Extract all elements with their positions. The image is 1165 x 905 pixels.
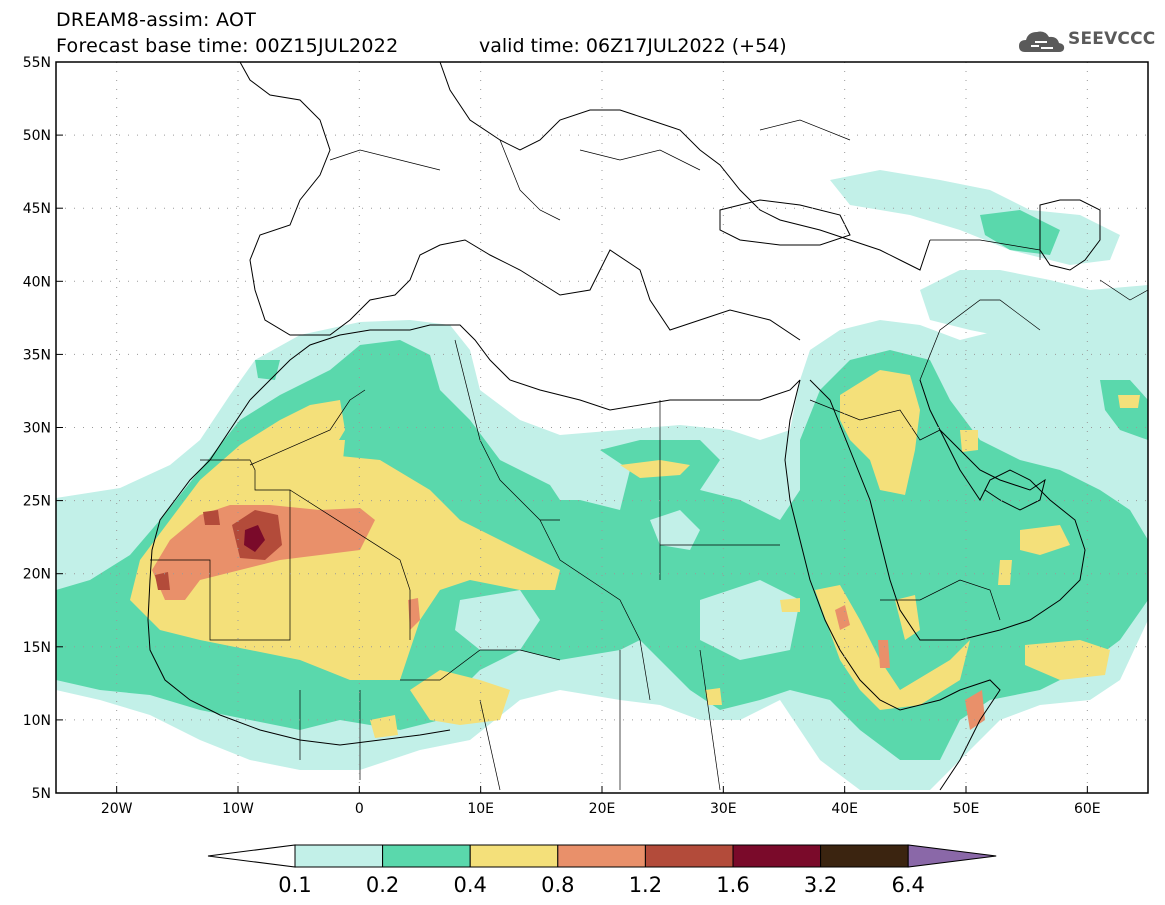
lon-tick-label: 20W	[101, 801, 133, 817]
colorbar-segment	[294, 844, 384, 868]
lon-tick-label: 50E	[953, 801, 980, 817]
gridlines	[56, 62, 1148, 793]
lat-tick-label: 50N	[23, 128, 51, 144]
colorbar-segment	[732, 844, 822, 868]
country-borders	[150, 119, 1148, 791]
colorbar-level-label: 0.4	[453, 873, 487, 897]
colorbar-level-label: 0.8	[541, 873, 575, 897]
map-title: DREAM8-assim: AOT	[56, 9, 257, 31]
base-time-label: Forecast base time: 00Z15JUL2022	[56, 35, 399, 57]
lat-tick-label: 20N	[23, 567, 51, 583]
lat-tick-label: 30N	[23, 421, 51, 437]
colorbar-segment	[557, 844, 646, 868]
lat-tick-label: 45N	[23, 201, 51, 217]
colorbar-level-label: 0.2	[365, 873, 400, 897]
colorbar-segment	[644, 844, 734, 868]
aot-level-0-1-inner	[455, 460, 800, 660]
valid-time-label: valid time: 06Z17JUL2022 (+54)	[479, 35, 787, 57]
lon-tick-label: 60E	[1074, 801, 1101, 817]
lat-ticks: 55N 50N 45N 40N 35N 30N 25N 20N 15N 10N 5N	[23, 55, 63, 802]
lat-tick-label: 35N	[23, 347, 51, 363]
colorbar-level-label: 1.6	[716, 873, 750, 897]
aot-level-1-6	[244, 525, 265, 552]
lon-tick-label: 40E	[831, 801, 858, 817]
cloud-logo-icon	[1019, 31, 1065, 52]
lat-tick-label: 10N	[23, 713, 51, 729]
lat-tick-label: 25N	[23, 494, 51, 510]
lat-tick-label: 40N	[23, 274, 51, 290]
colorbar-level-label: 1.2	[628, 873, 663, 897]
colorbar-level-label: 0.1	[278, 873, 312, 897]
colorbar-segment	[820, 844, 909, 868]
lon-tick-label: 10E	[467, 801, 494, 817]
colorbar-over-arrow	[907, 844, 997, 868]
lon-tick-label: 30E	[710, 801, 737, 817]
aot-clear-areas	[480, 360, 1148, 793]
lon-tick-label: 10W	[222, 801, 254, 817]
colorbar-level-label: 6.4	[891, 873, 925, 897]
lon-tick-label: 20E	[589, 801, 616, 817]
colorbar-under-arrow	[207, 844, 296, 868]
colorbar	[207, 844, 997, 868]
colorbar-segment	[469, 844, 559, 868]
logo-text: SEEVCCC	[1068, 29, 1156, 49]
lat-tick-label: 55N	[23, 55, 51, 71]
aot-field	[56, 62, 1148, 793]
coastlines	[147, 62, 1101, 791]
lon-tick-label: 0	[355, 801, 364, 817]
lat-tick-label: 15N	[23, 640, 51, 656]
lon-ticks: 20W 10W 0 10E 20E 30E 40E 50E 60E	[101, 786, 1101, 817]
colorbar-segment	[382, 844, 471, 868]
colorbar-level-label: 3.2	[803, 873, 838, 897]
lat-tick-label: 5N	[32, 786, 51, 802]
